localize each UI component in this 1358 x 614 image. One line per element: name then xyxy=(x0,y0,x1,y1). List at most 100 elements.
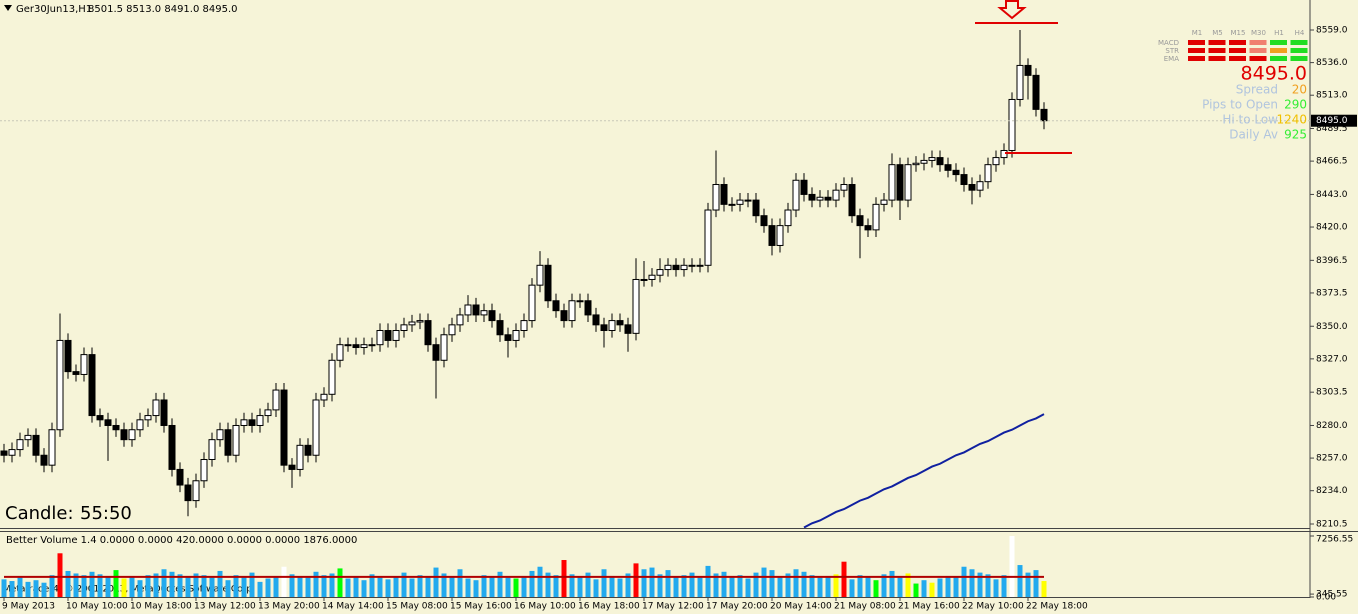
candle-body xyxy=(24,434,32,441)
candle-body xyxy=(848,184,856,217)
volume-bar xyxy=(217,570,223,597)
volume-bar xyxy=(65,570,71,597)
volume-tick-label: 0.00 xyxy=(1316,593,1336,603)
signal-cell xyxy=(1188,56,1205,61)
candle-body xyxy=(920,159,928,164)
candle-body xyxy=(264,409,272,417)
volume-bar xyxy=(281,566,287,597)
volume-bar xyxy=(657,574,663,597)
candle-body xyxy=(592,314,600,326)
candle-timer-value: 55:50 xyxy=(80,503,132,524)
candle-body xyxy=(0,450,8,456)
volume-bar xyxy=(801,571,807,597)
candle-body xyxy=(856,215,864,227)
candle-body xyxy=(480,310,488,316)
y-tick-label: 8350.0 xyxy=(1316,322,1348,332)
y-tick-label: 8327.0 xyxy=(1316,354,1348,364)
candle-body xyxy=(240,419,248,426)
candle-body xyxy=(640,278,648,281)
candle-body xyxy=(48,429,56,466)
y-tick-label: 8489.5 xyxy=(1316,124,1348,134)
signal-cell xyxy=(1229,40,1246,45)
candle-body xyxy=(968,184,976,191)
candle-body xyxy=(184,484,192,502)
candle-body xyxy=(704,209,712,266)
volume-bar xyxy=(689,572,695,597)
x-tick-label: 13 May 12:00 xyxy=(194,602,256,612)
candle-body xyxy=(280,389,288,466)
volume-bar xyxy=(593,579,599,597)
volume-bar xyxy=(641,569,647,597)
copyright: Metatrader4, © 2001-2013, MetaQuotes Sof… xyxy=(3,585,255,595)
signal-cell xyxy=(1270,56,1287,61)
candle-body xyxy=(688,264,696,267)
y-tick-label: 8420.0 xyxy=(1316,223,1348,233)
volume-bar xyxy=(857,575,863,597)
volume-bar xyxy=(705,565,711,597)
candle-body xyxy=(312,399,320,456)
volume-bar xyxy=(553,575,559,597)
candle-body xyxy=(88,354,96,417)
candle-body xyxy=(752,199,760,217)
volume-bar xyxy=(577,576,583,597)
stat-value: 20 xyxy=(1292,83,1307,97)
volume-bar xyxy=(545,572,551,597)
volume-bar xyxy=(441,573,447,597)
candle-body xyxy=(656,269,664,276)
candle-body xyxy=(216,429,224,441)
candle-body xyxy=(952,169,960,176)
volume-bar xyxy=(225,580,231,597)
candle-body xyxy=(928,157,936,161)
candle-body xyxy=(528,284,536,322)
candle-body xyxy=(904,164,912,201)
signal-cell xyxy=(1270,40,1287,45)
volume-bar xyxy=(433,567,439,597)
volume-bar xyxy=(377,577,383,597)
volume-bar xyxy=(321,575,327,597)
volume-bar xyxy=(417,575,423,597)
volume-bar xyxy=(529,570,535,597)
volume-bar xyxy=(849,579,855,597)
volume-bar xyxy=(513,578,519,597)
volume-bar xyxy=(681,575,687,597)
volume-bar xyxy=(985,574,991,597)
volume-bar xyxy=(993,579,999,597)
candle-body xyxy=(872,203,880,231)
volume-bar xyxy=(977,572,983,597)
volume-bar xyxy=(937,578,943,597)
volume-bar xyxy=(97,574,103,597)
volume-bar xyxy=(337,568,343,597)
x-tick-label: 13 May 20:00 xyxy=(258,602,320,612)
candle-body xyxy=(392,330,400,341)
x-tick-label: 10 May 10:00 xyxy=(66,602,128,612)
volume-bar xyxy=(905,573,911,597)
volume-bar xyxy=(193,573,199,597)
candle-body xyxy=(560,310,568,322)
candle-body xyxy=(56,339,64,431)
candle-body xyxy=(544,264,552,302)
volume-bar xyxy=(833,574,839,597)
volume-bar xyxy=(537,566,543,597)
candle-body xyxy=(888,164,896,201)
candle-body xyxy=(272,389,280,411)
volume-bar xyxy=(241,576,247,597)
volume-bar xyxy=(673,576,679,597)
candle-body xyxy=(784,209,792,227)
timeframe-label: M30 xyxy=(1251,29,1266,37)
menu-icon[interactable] xyxy=(4,5,12,11)
candle-body xyxy=(624,324,632,334)
y-tick-label: 8280.0 xyxy=(1316,421,1348,431)
volume-bar xyxy=(793,569,799,597)
volume-bar xyxy=(25,581,31,597)
volume-bar xyxy=(489,576,495,597)
candle-body xyxy=(504,334,512,341)
candle-body xyxy=(288,464,296,470)
candle-body xyxy=(8,449,16,456)
volume-bar xyxy=(289,574,295,597)
candle-body xyxy=(384,330,392,341)
x-tick-label: 15 May 08:00 xyxy=(386,602,448,612)
x-tick-label: 14 May 14:00 xyxy=(322,602,384,612)
volume-bar xyxy=(505,577,511,597)
candle-body xyxy=(744,199,752,202)
candle-body xyxy=(520,320,528,332)
